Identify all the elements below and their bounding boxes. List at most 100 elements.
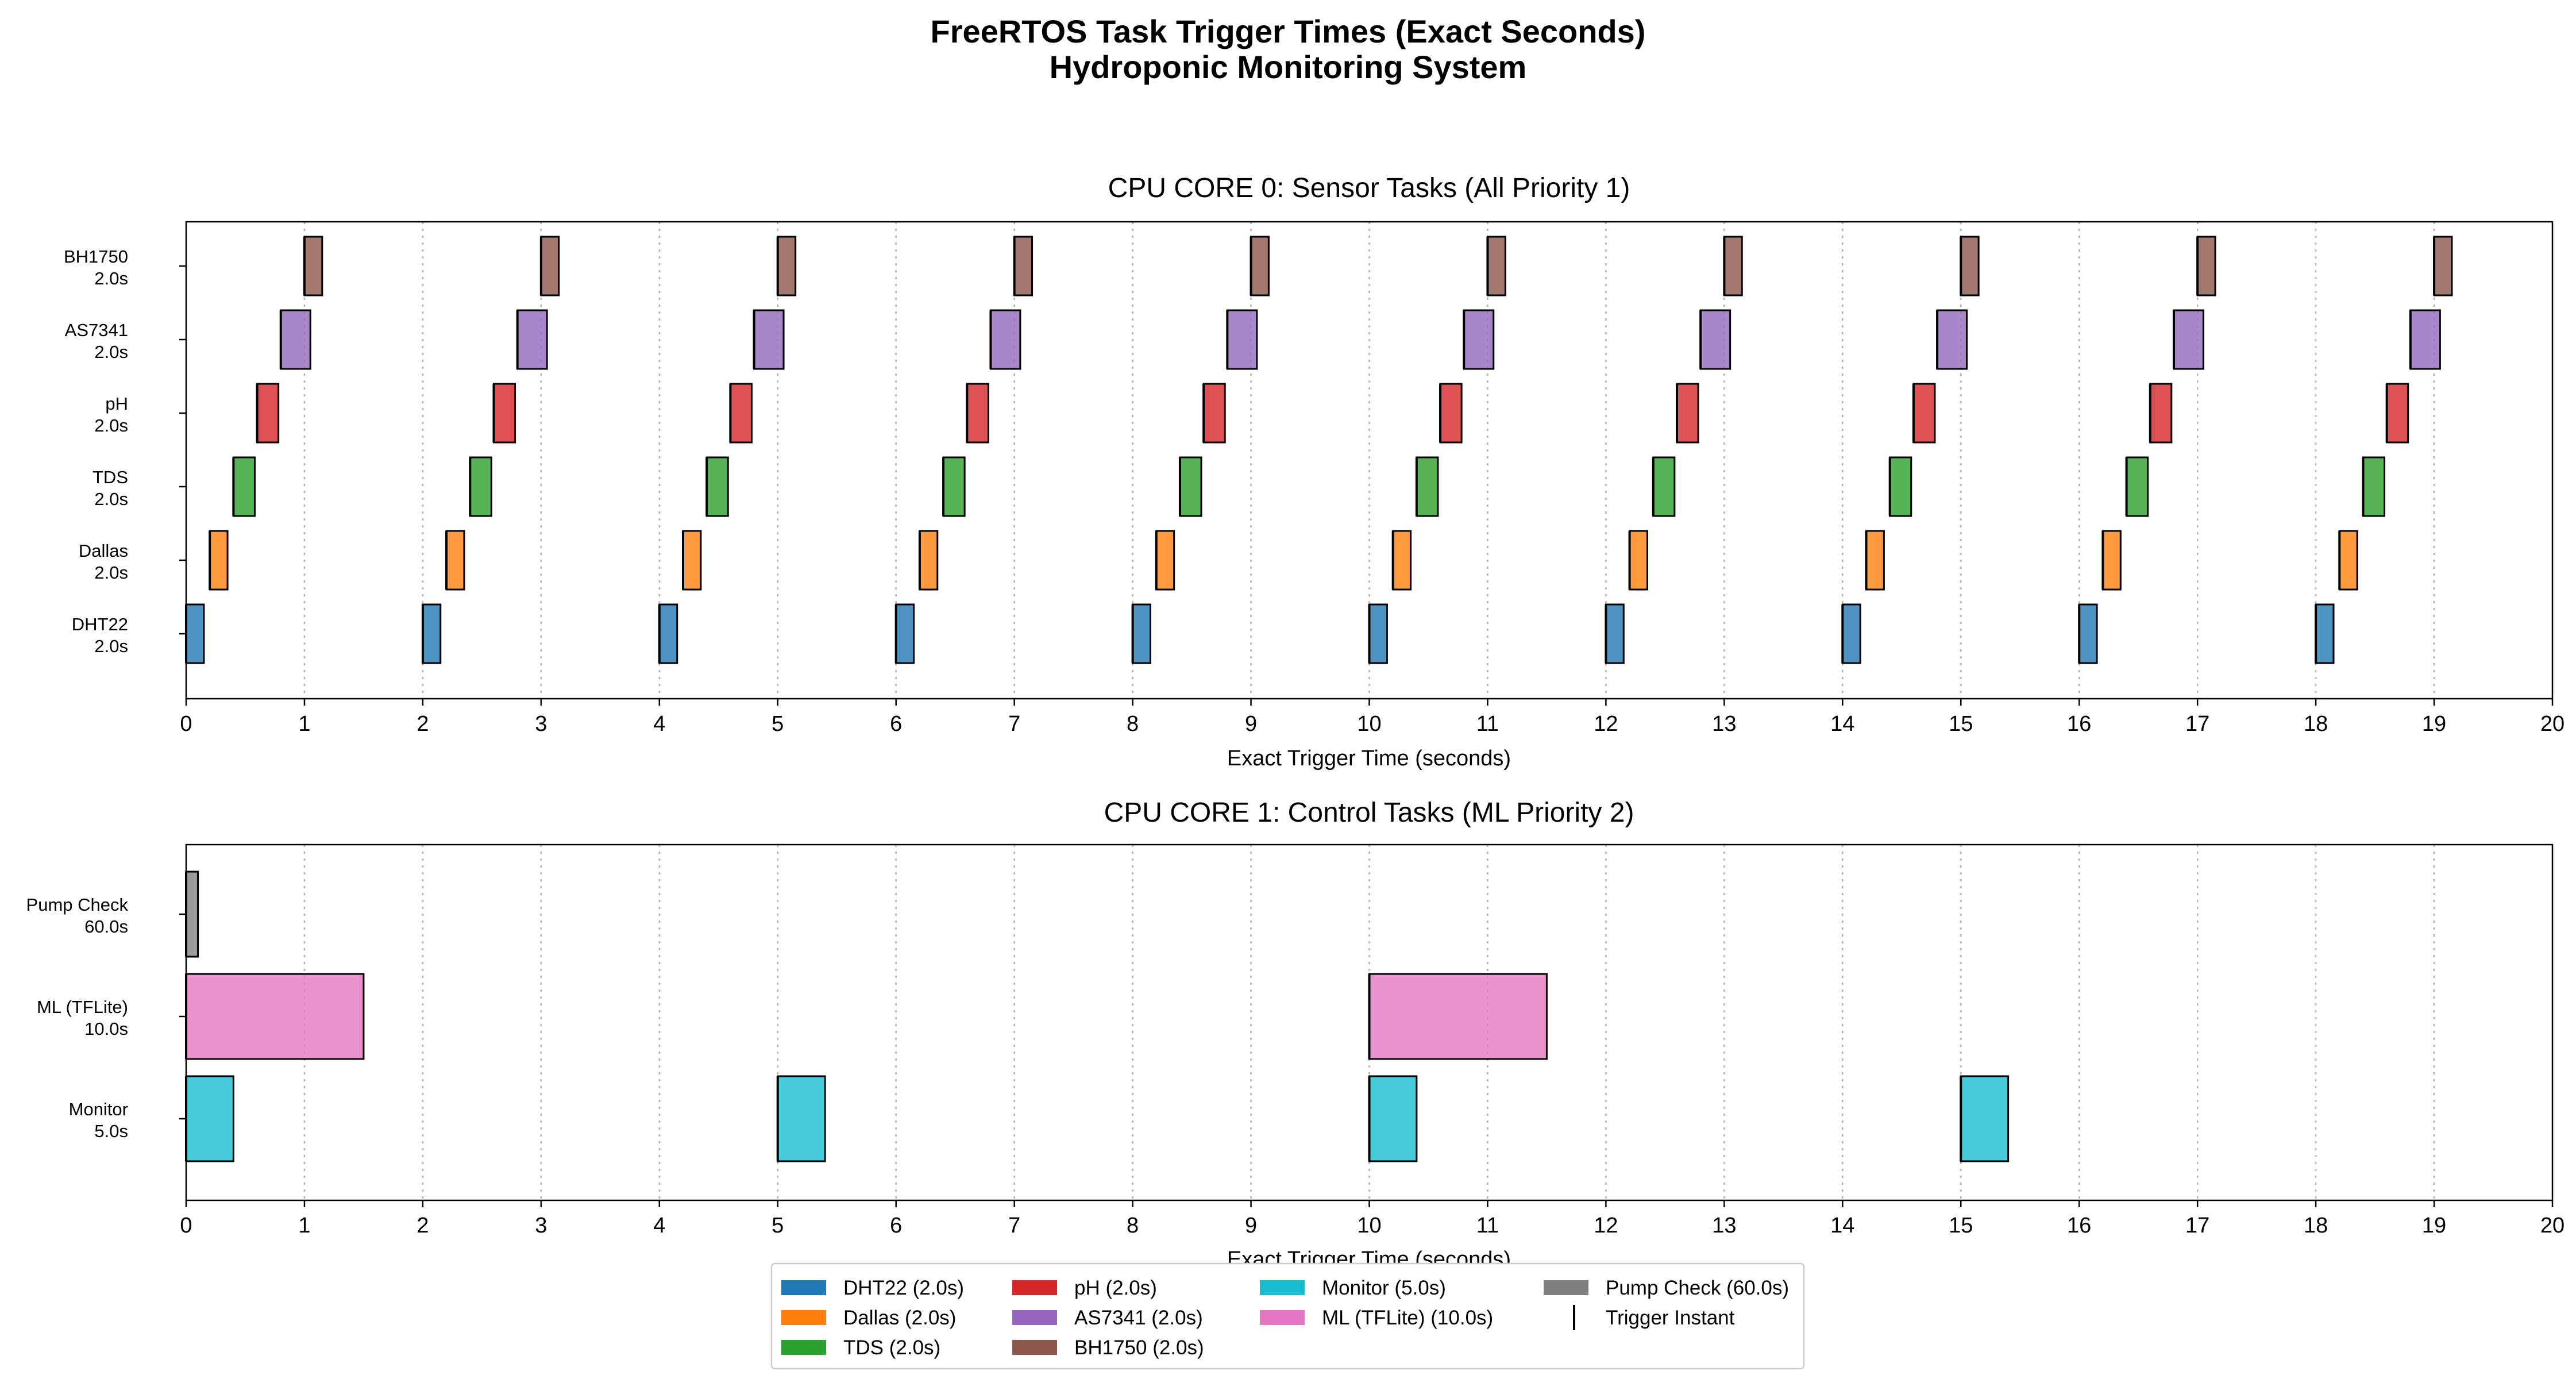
task-bar (1605, 603, 1625, 664)
row-label-period: 60.0s (84, 916, 128, 937)
x-ticks: 0 1 2 3 4 5 6 7 8 9 10 11 12 13 14 15 16 17 18 19 20 (180, 1200, 2565, 1238)
x-tick-label: 14 (1830, 712, 1854, 736)
row-label-name: AS7341 (65, 320, 128, 340)
task-bar (1155, 530, 1175, 591)
x-tick-label: 2 (417, 1214, 429, 1238)
task-bar (1013, 236, 1034, 296)
task-bar (2173, 309, 2204, 370)
x-tick-label: 8 (1127, 1214, 1139, 1238)
row-label-period: 2.0s (94, 563, 128, 583)
legend-label: Monitor (5.0s) (1322, 1277, 1446, 1299)
figure-title-line1: FreeRTOS Task Trigger Times (Exact Secon… (931, 13, 1646, 49)
task-bar (185, 603, 205, 664)
x-tick-label: 2 (417, 712, 429, 736)
x-tick-label: 15 (1949, 1214, 1973, 1238)
task-bar (185, 973, 365, 1060)
x-tick-label: 0 (180, 1214, 192, 1238)
task-bar (280, 309, 311, 370)
legend-label: DHT22 (2.0s) (843, 1277, 964, 1299)
task-bar (1699, 309, 1732, 370)
task-bar (1439, 383, 1463, 444)
legend-swatch (1012, 1280, 1057, 1295)
row-label-name: BH1750 (64, 247, 128, 267)
task-bar (777, 236, 797, 296)
x-tick-label: 15 (1949, 712, 1973, 736)
task-bar (1841, 603, 1861, 664)
legend-swatch (1260, 1310, 1305, 1325)
task-bar (2433, 236, 2453, 296)
task-bar (1226, 309, 1258, 370)
x-tick-label: 4 (653, 712, 665, 736)
row-label-period: 10.0s (84, 1019, 128, 1039)
x-tick-label: 1 (298, 1214, 310, 1238)
row-label-name: Monitor (69, 1099, 128, 1119)
row-label-name: TDS (92, 467, 128, 487)
x-tick-label: 17 (2185, 712, 2209, 736)
task-bar (777, 1075, 826, 1162)
legend-label: Dallas (2.0s) (843, 1307, 956, 1329)
task-bar (729, 383, 753, 444)
task-bar (492, 383, 516, 444)
panel-title: CPU CORE 1: Control Tasks (ML Priority 2… (1104, 798, 1634, 828)
x-tick-label: 20 (2540, 712, 2565, 736)
task-bar (919, 530, 939, 591)
x-tick-label: 7 (1008, 712, 1020, 736)
task-bar (1865, 530, 1885, 591)
row-label-name: DHT22 (72, 614, 128, 634)
task-bar (185, 1075, 234, 1162)
figure-title-line2: Hydroponic Monitoring System (1050, 49, 1527, 85)
legend: DHT22 (2.0s) Dallas (2.0s) TDS (2.0s) pH (2… (770, 1262, 1805, 1370)
task-bar (1960, 1075, 2010, 1162)
x-tick-label: 13 (1712, 1214, 1736, 1238)
legend-label: Pump Check (60.0s) (1606, 1277, 1789, 1299)
row-label-period: 2.0s (94, 342, 128, 362)
task-bar (658, 603, 678, 664)
task-bar (1179, 456, 1202, 517)
row-label-period: 2.0s (94, 415, 128, 436)
x-tick-label: 8 (1127, 712, 1139, 736)
task-bar (209, 530, 229, 591)
legend-label: TDS (2.0s) (843, 1337, 940, 1359)
task-bar (2386, 383, 2409, 444)
x-tick-label: 17 (2185, 1214, 2209, 1238)
x-tick-label: 19 (2422, 712, 2446, 736)
task-bar (966, 383, 989, 444)
task-bar (422, 603, 442, 664)
x-tick-label: 5 (772, 1214, 784, 1238)
task-bar (1889, 456, 1912, 517)
task-bar (445, 530, 465, 591)
legend-swatch (781, 1340, 826, 1355)
x-tick-label: 6 (890, 712, 902, 736)
x-tick-label: 9 (1245, 712, 1257, 736)
task-bar (1368, 973, 1548, 1060)
task-bar (516, 309, 548, 370)
task-bar (2196, 236, 2216, 296)
task-bar (256, 383, 280, 444)
task-bar (1676, 383, 1699, 444)
task-bar (232, 456, 256, 517)
row-label-period: 2.0s (94, 489, 128, 509)
task-bar (185, 871, 199, 958)
task-bar (1723, 236, 1743, 296)
task-bar (989, 309, 1021, 370)
x-tick-label: 7 (1008, 1214, 1020, 1238)
panel-title: CPU CORE 0: Sensor Tasks (All Priority 1… (1108, 173, 1630, 203)
task-bar (2126, 456, 2149, 517)
task-bar (1368, 1075, 1418, 1162)
legend-label: AS7341 (2.0s) (1074, 1307, 1203, 1329)
task-bar (682, 530, 702, 591)
task-bar (1368, 603, 1388, 664)
chart-panel-core0: CPU CORE 0: Sensor Tasks (All Priority 1… (64, 173, 2565, 771)
legend-label: pH (2.0s) (1074, 1277, 1157, 1299)
legend-label: Trigger Instant (1606, 1307, 1735, 1329)
task-bars (185, 236, 2453, 664)
x-tick-label: 10 (1357, 1214, 1381, 1238)
task-bar (1936, 309, 1968, 370)
task-bar (540, 236, 560, 296)
row-label-period: 2.0s (94, 268, 128, 288)
row-label-name: Dallas (79, 541, 128, 561)
x-tick-label: 16 (2067, 1214, 2091, 1238)
row-label-period: 2.0s (94, 636, 128, 656)
row-label-name: pH (105, 394, 128, 414)
